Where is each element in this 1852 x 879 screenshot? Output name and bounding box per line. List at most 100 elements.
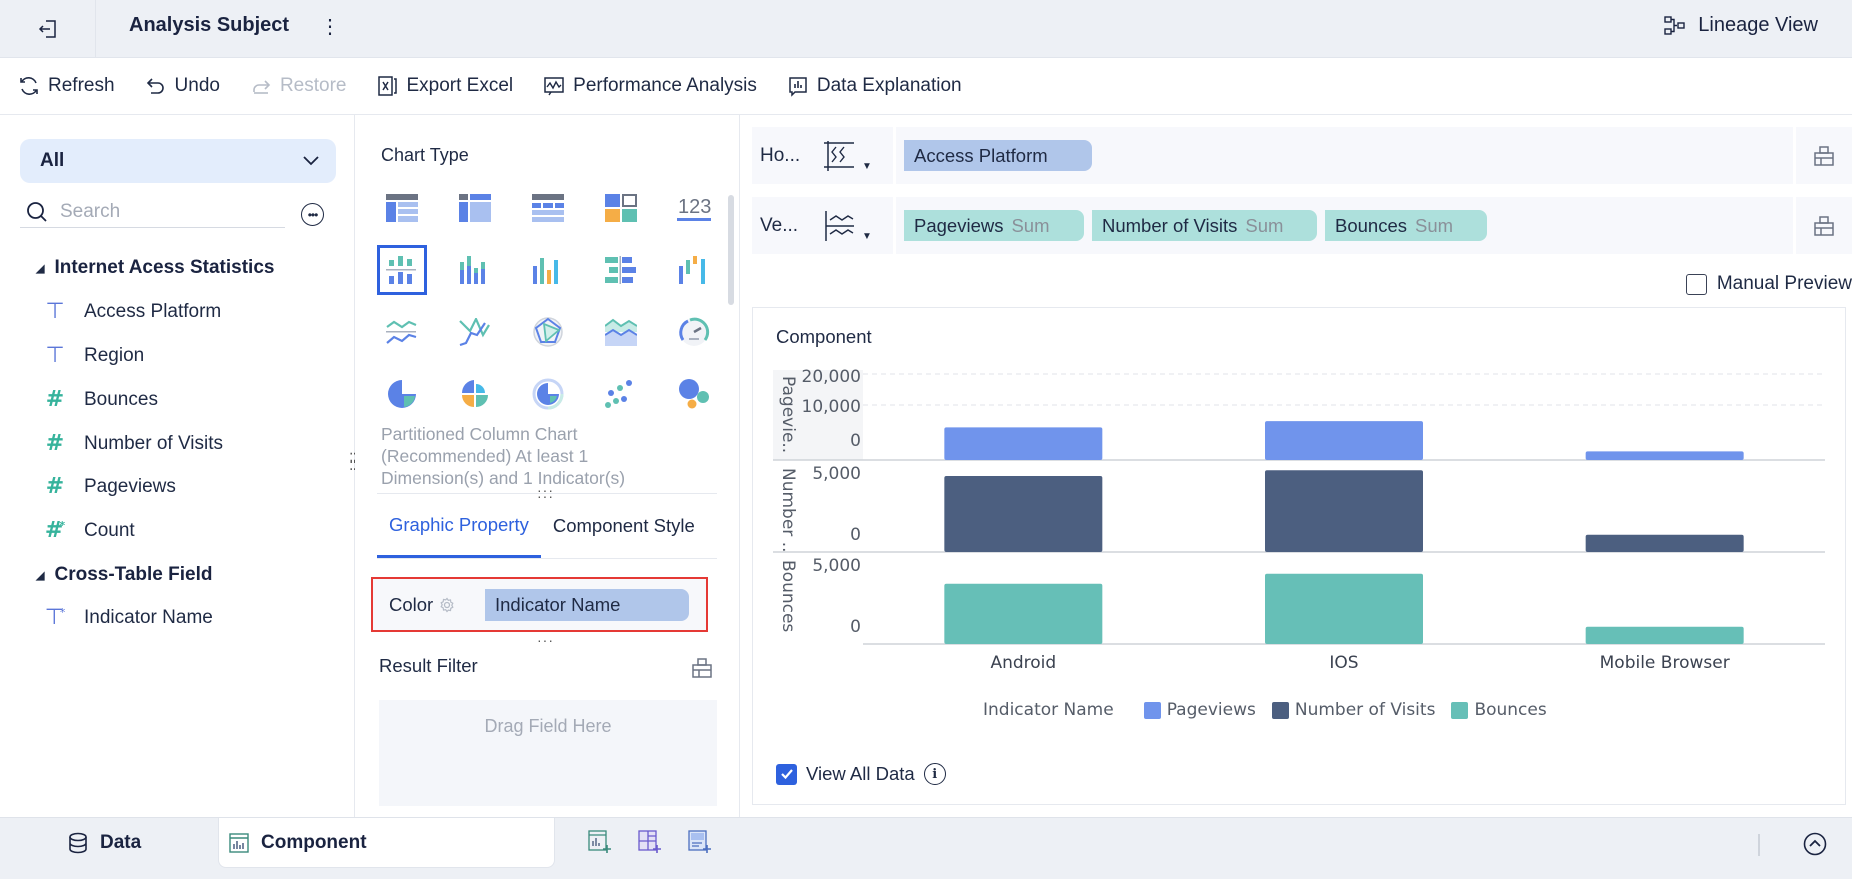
lineage-view-button[interactable]: Lineage View <box>1664 14 1818 37</box>
tree-group-internet-access-statistics[interactable]: ◢ Internet Acess Statistics <box>36 257 274 279</box>
add-report-icon[interactable] <box>688 830 712 854</box>
kpi-number-icon[interactable]: 123 <box>669 183 719 233</box>
detail-table-icon[interactable] <box>377 183 427 233</box>
waterfall-icon[interactable] <box>669 245 719 295</box>
pill-pageviews[interactable]: Pageviews Sum <box>904 210 1084 241</box>
top-bar: Analysis Subject ⋮ Lineage View <box>0 0 1852 58</box>
view-all-data-toggle[interactable]: View All Data i <box>776 763 946 785</box>
field-number-of-visits[interactable]: # Number of Visits <box>44 431 223 456</box>
data-explanation-icon <box>789 77 807 97</box>
view-all-data-checkbox[interactable] <box>776 763 797 785</box>
add-component-icon[interactable] <box>588 830 612 854</box>
resize-handle[interactable]: ··· <box>537 632 554 648</box>
manual-preview-toggle[interactable]: Manual Preview <box>1685 273 1852 295</box>
multi-line-icon[interactable] <box>450 307 500 357</box>
add-sheet-buttons <box>588 830 712 854</box>
chart-type-description: Partitioned Column Chart (Recommended) A… <box>381 424 626 488</box>
legend-item-number-of-visits[interactable]: Number of Visits <box>1271 700 1435 720</box>
divider <box>1758 834 1760 856</box>
field-bounces[interactable]: # Bounces <box>44 387 158 412</box>
data-explanation-button[interactable]: Data Explanation <box>787 75 962 97</box>
collapse-up-icon[interactable] <box>1803 832 1827 856</box>
legend-title: Indicator Name <box>983 700 1114 720</box>
field-access-platform[interactable]: ⊤ Access Platform <box>44 299 221 324</box>
scatter-chart-icon[interactable] <box>596 369 646 419</box>
tab-graphic-property[interactable]: Graphic Property <box>377 494 541 558</box>
pill-label: Access Platform <box>914 144 1048 166</box>
performance-analysis-button[interactable]: Performance Analysis <box>543 75 757 97</box>
gauge-icon[interactable] <box>669 307 719 357</box>
svg-text:Android: Android <box>990 653 1056 673</box>
export-excel-button[interactable]: Export Excel <box>376 75 513 97</box>
shelf-settings-icon <box>1814 215 1834 236</box>
card-layout-icon[interactable] <box>596 183 646 233</box>
more-options-icon[interactable]: ⋮ <box>320 16 340 38</box>
gear-icon[interactable] <box>439 597 455 613</box>
column-chart-icon[interactable] <box>523 245 573 295</box>
refresh-button[interactable]: Refresh <box>18 75 115 97</box>
pill-bounces[interactable]: Bounces Sum <box>1325 210 1487 241</box>
pill-access-platform[interactable]: Access Platform <box>904 140 1092 171</box>
field-indicator-name[interactable]: ⊤* Indicator Name <box>44 605 213 630</box>
svg-text:0: 0 <box>850 431 861 451</box>
rose-chart-icon[interactable] <box>450 369 500 419</box>
calculated-measure-icon: #* <box>44 518 66 543</box>
panel-resize-handle[interactable]: ⁚⁚ ⁚⁚ <box>349 450 357 473</box>
field-region[interactable]: ⊤ Region <box>44 343 144 368</box>
manual-preview-checkbox[interactable] <box>1685 273 1707 295</box>
chart-type-scrollbar[interactable] <box>727 181 735 411</box>
horizontal-shelf-settings[interactable] <box>1796 145 1852 167</box>
bubble-chart-icon[interactable] <box>669 369 719 419</box>
collapse-triangle-icon: ◢ <box>36 569 45 582</box>
field-count[interactable]: #* Count <box>44 518 135 543</box>
vertical-shelf-settings[interactable] <box>1796 215 1852 237</box>
exit-button[interactable] <box>0 0 96 58</box>
bar-comparison-icon[interactable] <box>596 245 646 295</box>
pill-number-of-visits[interactable]: Number of Visits Sum <box>1092 210 1317 241</box>
more-icon[interactable]: ••• <box>301 203 324 226</box>
data-explanation-label: Data Explanation <box>816 75 962 96</box>
line-chart-icon[interactable] <box>377 307 427 357</box>
scope-select[interactable]: All <box>20 139 336 183</box>
partitioned-column-icon[interactable] <box>377 245 427 295</box>
legend-item-pageviews[interactable]: Pageviews <box>1143 700 1256 720</box>
restore-button[interactable]: Restore <box>250 75 346 97</box>
grouped-table-icon[interactable] <box>523 183 573 233</box>
tab-component-style[interactable]: Component Style <box>552 515 695 536</box>
color-field-pill[interactable]: Indicator Name <box>485 588 689 621</box>
refresh-icon <box>20 77 38 95</box>
multi-series-column-icon[interactable] <box>450 245 500 295</box>
vertical-pills: Pageviews Sum Number of Visits Sum Bounces… <box>896 197 1796 254</box>
result-filter-drop-zone[interactable]: Drag Field Here <box>379 700 717 806</box>
chart-type-label: Chart Type <box>381 145 469 165</box>
refresh-label: Refresh <box>48 75 115 96</box>
undo-icon <box>146 78 164 94</box>
tree-group-cross-table-field[interactable]: ◢ Cross-Table Field <box>36 564 212 586</box>
horizontal-axis-shelf: Ho... ▼ Access Platform <box>752 127 1852 184</box>
area-chart-icon[interactable] <box>596 307 646 357</box>
radar-chart-icon[interactable] <box>523 307 573 357</box>
lineage-icon <box>1664 15 1685 35</box>
filter-settings-icon[interactable] <box>691 657 713 679</box>
legend-item-bounces[interactable]: Bounces <box>1451 700 1547 720</box>
undo-button[interactable]: Undo <box>145 75 220 97</box>
info-icon[interactable]: i <box>923 763 946 785</box>
tab-component[interactable]: Component <box>218 818 555 868</box>
field-pageviews[interactable]: # Pageviews <box>44 474 176 499</box>
vertical-axis-options[interactable]: ▼ <box>822 197 896 254</box>
horizontal-axis-options[interactable]: ▼ <box>822 127 896 184</box>
chart-card: Component 20,000 10,000 0 Pagevie.. 5,000 0 Nu… <box>752 307 1846 805</box>
donut-chart-icon[interactable] <box>523 369 573 419</box>
tab-data[interactable]: Data <box>68 818 141 868</box>
field-panel: All ••• ◢ Internet Acess Statistics ⊤ Ac… <box>0 115 355 817</box>
search-input[interactable] <box>60 200 260 223</box>
pie-chart-icon[interactable] <box>377 369 427 419</box>
tab-data-label: Data <box>100 832 142 853</box>
cross-table-icon[interactable] <box>450 183 500 233</box>
pill-label: Bounces <box>1335 214 1407 236</box>
partitioned-column-chart[interactable]: 20,000 10,000 0 Pagevie.. 5,000 0 Number .. 5,0… <box>753 368 1845 678</box>
horizontal-axis-icon <box>824 140 854 171</box>
pill-label: Number of Visits <box>1102 214 1238 236</box>
vertical-shelf-label: Ve... <box>760 214 799 236</box>
add-dashboard-icon[interactable] <box>638 830 662 854</box>
